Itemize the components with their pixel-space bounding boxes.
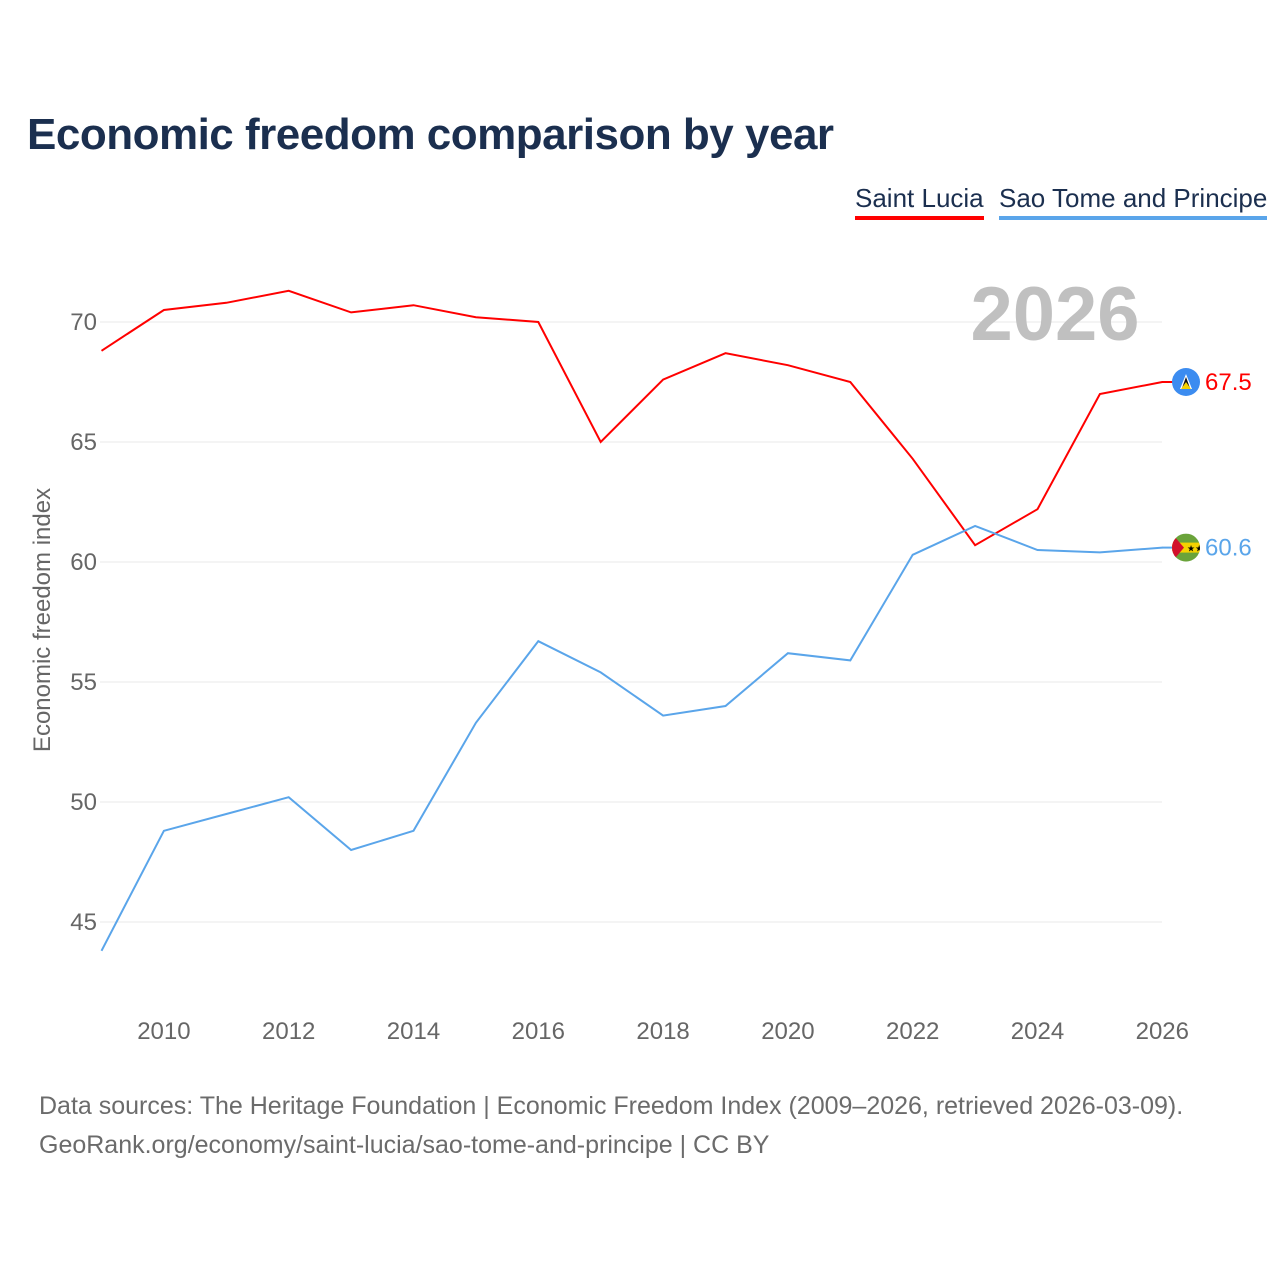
series-line-1[interactable] <box>100 524 1163 952</box>
x-tick-label: 2016 <box>512 1018 565 1045</box>
y-tick-label: 70 <box>70 309 97 336</box>
source-note: Data sources: The Heritage Foundation | … <box>39 1087 1183 1165</box>
x-tick-label: 2012 <box>262 1018 315 1045</box>
legend-saint-lucia[interactable]: Saint Lucia <box>855 183 984 220</box>
y-axis-label: Economic freedom index <box>29 488 56 752</box>
y-tick-label: 50 <box>70 789 97 816</box>
y-tick-label: 60 <box>70 549 97 576</box>
chart-title: Economic freedom comparison by year <box>27 110 834 159</box>
x-tick-label: 2026 <box>1136 1018 1189 1045</box>
end-value-label: 60.6 <box>1205 535 1252 562</box>
y-tick-label: 55 <box>70 669 97 696</box>
series-line-0[interactable] <box>100 289 1163 547</box>
source-line-2[interactable]: GeoRank.org/economy/saint-lucia/sao-tome… <box>39 1131 770 1159</box>
x-tick-label: 2010 <box>137 1018 190 1045</box>
saint-lucia-flag-icon <box>1172 368 1200 396</box>
x-tick-label: 2024 <box>1011 1018 1064 1045</box>
end-value-label: 67.5 <box>1205 369 1252 396</box>
year-watermark: 2026 <box>970 272 1139 357</box>
source-line-1: Data sources: The Heritage Foundation | … <box>39 1092 1184 1120</box>
x-tick-label: 2014 <box>387 1018 440 1045</box>
svg-text:★★: ★★ <box>1187 544 1203 554</box>
sao-tome-flag-icon: ★★ <box>1172 533 1203 562</box>
x-tick-label: 2018 <box>636 1018 689 1045</box>
x-tick-label: 2020 <box>761 1018 814 1045</box>
legend-sao-tome[interactable]: Sao Tome and Principe <box>999 183 1268 220</box>
x-tick-label: 2022 <box>886 1018 939 1045</box>
y-tick-label: 45 <box>70 909 97 936</box>
y-tick-label: 65 <box>70 429 97 456</box>
